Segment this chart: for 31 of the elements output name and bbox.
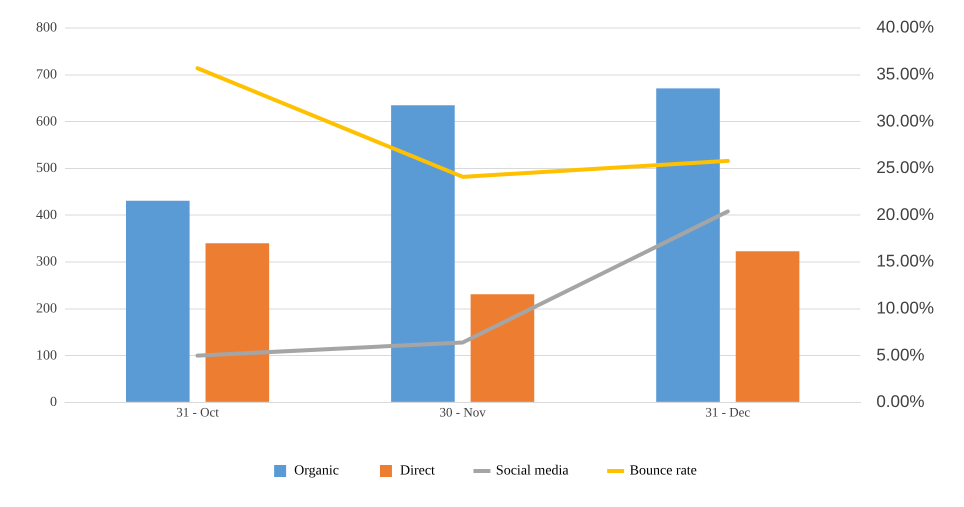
y2-tick-label: 20.00% [876, 204, 934, 224]
legend-label: Social media [496, 464, 570, 479]
y-tick-label: 200 [36, 301, 57, 316]
bar [656, 88, 720, 402]
bar [126, 200, 190, 402]
y-tick-label: 500 [36, 161, 57, 176]
y2-tick-label: 30.00% [876, 111, 934, 130]
y-tick-label: 100 [36, 348, 57, 364]
x-tick-label: 30 - Nov [440, 404, 486, 420]
y-tick-label: 600 [36, 114, 57, 130]
y2-tick-label: 25.00% [876, 158, 934, 178]
legend-label: Organic [294, 464, 339, 479]
y-tick-label: 0 [50, 395, 57, 410]
y2-tick-label: 0.00% [876, 392, 925, 412]
bar [391, 105, 455, 402]
y-tick-label: 700 [36, 67, 57, 82]
y2-tick-label: 35.00% [876, 64, 934, 84]
x-tick-label: 31 - Dec [705, 404, 750, 420]
bar [470, 294, 534, 402]
y2-tick-label: 40.00% [876, 18, 934, 37]
legend-label: Bounce rate [630, 464, 697, 479]
x-tick-label: 31 - Oct [176, 404, 220, 420]
y2-tick-label: 15.00% [876, 252, 934, 271]
y-tick-label: 800 [36, 20, 57, 36]
bar [206, 243, 270, 402]
y-tick-label: 300 [36, 254, 57, 270]
legend-label: Direct [400, 464, 436, 479]
y-tick-label: 400 [36, 208, 57, 223]
y2-tick-label: 10.00% [876, 298, 934, 318]
bar [736, 251, 800, 402]
y2-tick-label: 5.00% [876, 345, 925, 364]
